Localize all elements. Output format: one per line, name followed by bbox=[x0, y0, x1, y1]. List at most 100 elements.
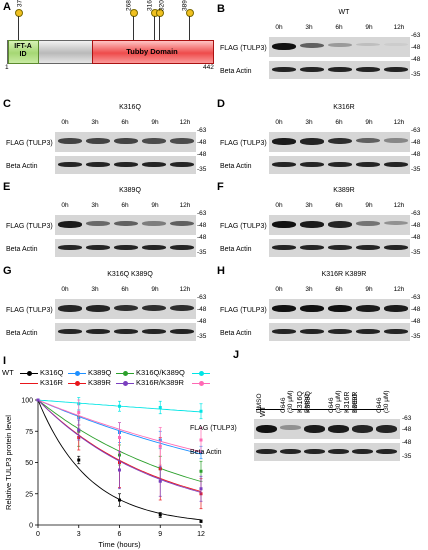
blot-title: WT bbox=[338, 9, 350, 16]
time-label: 3h bbox=[305, 24, 313, 31]
actin-row-label: Beta Actin bbox=[220, 246, 252, 253]
flag-row-label: FLAG (TULP3) bbox=[220, 307, 267, 314]
blot-title: K316R bbox=[333, 104, 355, 111]
time-label: 9h bbox=[151, 119, 159, 126]
tubby-label: Tubby Domain bbox=[126, 47, 178, 56]
j-actin-label: Beta Actin bbox=[190, 449, 222, 456]
j-actin-band bbox=[256, 449, 277, 454]
ift-a-domain bbox=[8, 40, 39, 64]
panel-j: WT K316Q K389Q K316R K389R DMSO C646 (30 … bbox=[190, 355, 428, 475]
time-label: 3h bbox=[91, 202, 99, 209]
time-label: 3h bbox=[305, 286, 313, 293]
panel-letter: D bbox=[217, 98, 225, 110]
actin-band bbox=[356, 329, 380, 334]
time-label: 12h bbox=[179, 119, 191, 126]
actin-row-label: Beta Actin bbox=[220, 163, 252, 170]
time-label: 3h bbox=[305, 119, 313, 126]
actin-row-label: Beta Actin bbox=[6, 163, 38, 170]
flag-band bbox=[58, 221, 82, 228]
data-point bbox=[118, 468, 121, 472]
legend-item-k316q: K316Q bbox=[40, 368, 64, 377]
flag-band bbox=[114, 221, 138, 227]
actin-blot bbox=[55, 239, 196, 257]
actin-band bbox=[356, 67, 380, 72]
legend-item-k316r: K316R bbox=[40, 378, 63, 387]
flag-band bbox=[272, 43, 296, 50]
flag-band bbox=[384, 43, 408, 47]
actin-band bbox=[300, 162, 324, 167]
panel-j-label: J bbox=[233, 349, 240, 361]
actin-band bbox=[86, 329, 110, 334]
time-label: 12h bbox=[393, 286, 405, 293]
x-tick-label: 12 bbox=[197, 531, 205, 538]
lane-label: DMSO bbox=[352, 393, 359, 414]
blot-panel-d: D K316R 0h 3h 6h 9h 12h FLAG (TULP3) Beta Actin -… bbox=[217, 98, 421, 174]
data-point bbox=[158, 479, 162, 483]
flag-band bbox=[328, 221, 352, 228]
blot-panel-e: E K389Q 0h 3h 6h 9h 12h FLAG (TULP3) Beta Actin -… bbox=[3, 181, 207, 257]
y-axis-label: Relative TULP3 protein level bbox=[4, 415, 13, 510]
domain-diagram: 37 268 316 320 389 IFT-A ID Tubby Domain… bbox=[5, 0, 214, 71]
actin-blot bbox=[269, 323, 410, 341]
actin-band bbox=[142, 329, 166, 334]
flag-band bbox=[86, 138, 110, 144]
actin-band bbox=[272, 245, 296, 250]
y-tick-label: 0 bbox=[29, 523, 33, 530]
panel-i-label: I bbox=[3, 355, 7, 367]
actin-band bbox=[356, 245, 380, 250]
j-actin-blot bbox=[254, 443, 400, 461]
actin-band bbox=[58, 162, 82, 167]
x-axis-label: Time (hours) bbox=[98, 540, 141, 549]
flag-band bbox=[142, 221, 166, 226]
flag-row-label: FLAG (TULP3) bbox=[6, 223, 53, 230]
actin-band bbox=[170, 329, 194, 334]
legend-item-k389q: K389Q bbox=[88, 368, 112, 377]
legend-item-wt: WT bbox=[2, 368, 14, 377]
time-label: 6h bbox=[121, 119, 129, 126]
blot-panel-f: F K389R 0h 3h 6h 9h 12h FLAG (TULP3) Beta Actin -… bbox=[217, 181, 421, 257]
flag-blot bbox=[55, 132, 196, 152]
flag-band bbox=[114, 138, 138, 144]
flag-band bbox=[142, 305, 166, 312]
actin-row-label: Beta Actin bbox=[220, 330, 252, 337]
time-label: 9h bbox=[151, 286, 159, 293]
flag-band bbox=[384, 138, 408, 143]
y-tick-label: 50 bbox=[25, 460, 33, 467]
time-label: 3h bbox=[91, 119, 99, 126]
time-label: 6h bbox=[335, 119, 343, 126]
actin-band bbox=[328, 329, 352, 334]
lane-label: C646 (30 μM) bbox=[280, 390, 294, 413]
actin-band bbox=[300, 245, 324, 250]
data-point bbox=[118, 436, 121, 439]
time-label: 0h bbox=[275, 119, 283, 126]
flag-band bbox=[384, 305, 408, 312]
flag-blot bbox=[55, 299, 196, 319]
actin-band bbox=[384, 67, 408, 72]
j-actin-band bbox=[352, 449, 373, 454]
actin-band bbox=[142, 162, 166, 167]
data-point bbox=[199, 469, 203, 473]
data-point bbox=[77, 411, 81, 414]
flag-band bbox=[300, 305, 324, 312]
flag-blot bbox=[269, 37, 410, 57]
actin-band bbox=[300, 329, 324, 334]
actin-band bbox=[170, 162, 194, 167]
data-point bbox=[118, 404, 121, 408]
flag-band bbox=[300, 221, 324, 228]
x-tick-label: 6 bbox=[118, 531, 122, 538]
data-point bbox=[77, 428, 81, 432]
actin-blot bbox=[269, 156, 410, 174]
j-flag-band bbox=[352, 425, 373, 433]
time-label: 0h bbox=[275, 286, 283, 293]
flag-band bbox=[86, 305, 110, 312]
flag-row-label: FLAG (TULP3) bbox=[6, 140, 53, 147]
legend-item-k316r-k389r: K316R/K389R bbox=[136, 378, 184, 387]
panel-letter: F bbox=[217, 181, 224, 193]
time-label: 6h bbox=[121, 286, 129, 293]
data-point bbox=[118, 498, 121, 502]
flag-band bbox=[170, 138, 194, 144]
j-actin-band bbox=[280, 449, 301, 454]
time-label: 0h bbox=[61, 119, 69, 126]
actin-band bbox=[86, 245, 110, 250]
actin-row-label: Beta Actin bbox=[220, 68, 252, 75]
